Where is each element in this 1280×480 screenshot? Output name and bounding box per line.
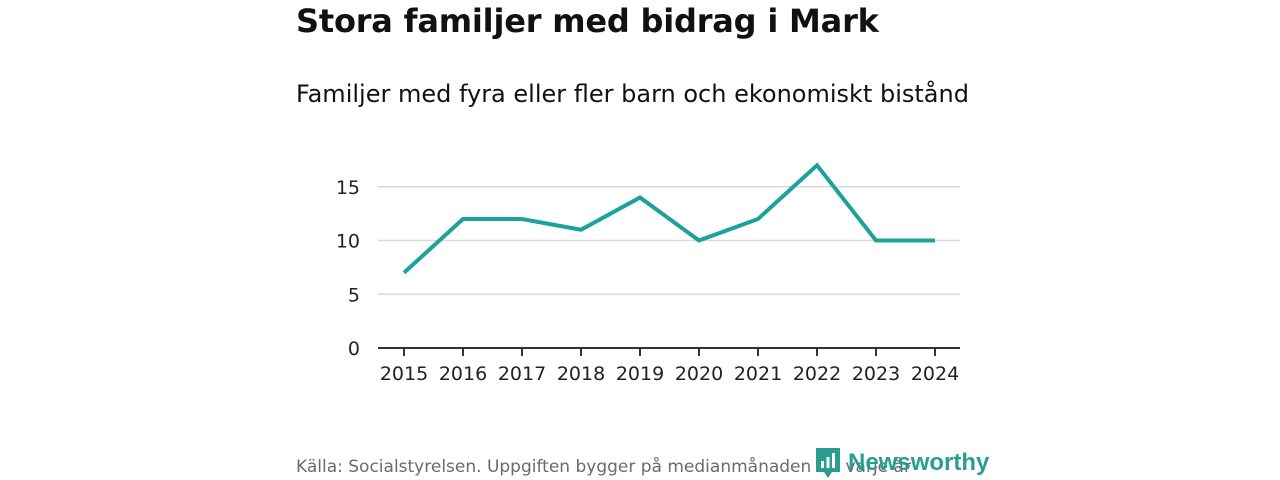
x-tick-label: 2017 bbox=[498, 363, 546, 385]
y-tick-label: 10 bbox=[336, 231, 360, 253]
y-tick-label: 15 bbox=[336, 177, 360, 199]
brand-logo: Newsworthy bbox=[814, 446, 989, 480]
source-note: Källa: Socialstyrelsen. Uppgiften bygger… bbox=[296, 457, 911, 477]
x-tick-label: 2019 bbox=[616, 363, 664, 385]
x-tick-label: 2016 bbox=[439, 363, 487, 385]
x-tick-label: 2024 bbox=[911, 363, 959, 385]
brand-name: Newsworthy bbox=[848, 449, 990, 476]
x-tick-label: 2021 bbox=[734, 363, 782, 385]
series-line-0 bbox=[402, 162, 935, 275]
chart-title: Stora familjer med bidrag i Mark bbox=[296, 2, 879, 40]
newsworthy-logo-icon bbox=[816, 448, 840, 478]
x-tick-label: 2018 bbox=[557, 363, 605, 385]
x-tick-label: 2022 bbox=[793, 363, 841, 385]
chart-subtitle: Familjer med fyra eller fler barn och ek… bbox=[296, 80, 969, 108]
x-tick-label: 2023 bbox=[852, 363, 900, 385]
x-tick-label: 2015 bbox=[380, 363, 428, 385]
x-tick-label: 2020 bbox=[675, 363, 723, 385]
y-tick-label: 0 bbox=[348, 338, 360, 360]
y-tick-label: 5 bbox=[348, 284, 360, 306]
